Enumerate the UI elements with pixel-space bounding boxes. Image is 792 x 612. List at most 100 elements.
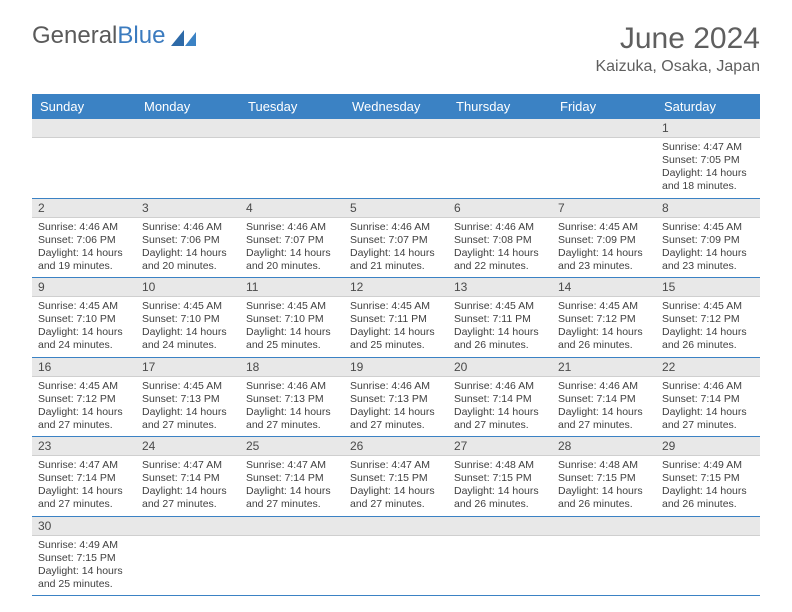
sunrise-text: Sunrise: 4:46 AM — [38, 221, 130, 234]
sunrise-text: Sunrise: 4:46 AM — [558, 380, 650, 393]
day-cell — [344, 138, 448, 198]
sunrise-text: Sunrise: 4:45 AM — [142, 300, 234, 313]
daylight-text: Daylight: 14 hours and 27 minutes. — [38, 485, 130, 511]
day-number — [32, 119, 136, 137]
daylight-text: Daylight: 14 hours and 22 minutes. — [454, 247, 546, 273]
day-info: Sunrise: 4:45 AMSunset: 7:12 PMDaylight:… — [662, 300, 754, 353]
day-cell: Sunrise: 4:45 AMSunset: 7:10 PMDaylight:… — [32, 297, 136, 357]
day-cell — [240, 536, 344, 596]
daylight-text: Daylight: 14 hours and 24 minutes. — [142, 326, 234, 352]
sunrise-text: Sunrise: 4:45 AM — [38, 300, 130, 313]
day-info: Sunrise: 4:45 AMSunset: 7:13 PMDaylight:… — [142, 380, 234, 433]
month-title: June 2024 — [595, 22, 760, 56]
day-cell — [656, 536, 760, 596]
day-info: Sunrise: 4:45 AMSunset: 7:12 PMDaylight:… — [38, 380, 130, 433]
day-cell — [448, 138, 552, 198]
day-cell: Sunrise: 4:45 AMSunset: 7:12 PMDaylight:… — [552, 297, 656, 357]
day-number — [448, 517, 552, 535]
day-number: 19 — [344, 358, 448, 376]
day-info: Sunrise: 4:46 AMSunset: 7:14 PMDaylight:… — [558, 380, 650, 433]
sunset-text: Sunset: 7:14 PM — [38, 472, 130, 485]
sunrise-text: Sunrise: 4:46 AM — [350, 221, 442, 234]
day-number: 2 — [32, 199, 136, 217]
daylight-text: Daylight: 14 hours and 18 minutes. — [662, 167, 754, 193]
sunrise-text: Sunrise: 4:45 AM — [454, 300, 546, 313]
day-header: Friday — [552, 94, 656, 119]
brand-logo: GeneralBlue — [32, 22, 197, 50]
daylight-text: Daylight: 14 hours and 27 minutes. — [454, 406, 546, 432]
day-info: Sunrise: 4:46 AMSunset: 7:07 PMDaylight:… — [350, 221, 442, 274]
sunset-text: Sunset: 7:12 PM — [38, 393, 130, 406]
day-info: Sunrise: 4:48 AMSunset: 7:15 PMDaylight:… — [558, 459, 650, 512]
sunset-text: Sunset: 7:14 PM — [558, 393, 650, 406]
day-cell: Sunrise: 4:46 AMSunset: 7:06 PMDaylight:… — [136, 218, 240, 278]
day-number: 12 — [344, 278, 448, 296]
day-cell: Sunrise: 4:45 AMSunset: 7:10 PMDaylight:… — [136, 297, 240, 357]
day-info: Sunrise: 4:45 AMSunset: 7:10 PMDaylight:… — [142, 300, 234, 353]
sunset-text: Sunset: 7:15 PM — [662, 472, 754, 485]
sunset-text: Sunset: 7:14 PM — [662, 393, 754, 406]
day-header: Thursday — [448, 94, 552, 119]
daylight-text: Daylight: 14 hours and 25 minutes. — [38, 565, 130, 591]
day-number: 1 — [656, 119, 760, 137]
sunrise-text: Sunrise: 4:47 AM — [142, 459, 234, 472]
sunrise-text: Sunrise: 4:45 AM — [142, 380, 234, 393]
day-info: Sunrise: 4:46 AMSunset: 7:14 PMDaylight:… — [662, 380, 754, 433]
sunrise-text: Sunrise: 4:46 AM — [246, 380, 338, 393]
weeks-container: 1Sunrise: 4:47 AMSunset: 7:05 PMDaylight… — [32, 119, 760, 596]
day-number: 13 — [448, 278, 552, 296]
daylight-text: Daylight: 14 hours and 26 minutes. — [662, 485, 754, 511]
daylight-text: Daylight: 14 hours and 25 minutes. — [350, 326, 442, 352]
sail-icon — [171, 27, 197, 45]
sunrise-text: Sunrise: 4:45 AM — [558, 221, 650, 234]
daylight-text: Daylight: 14 hours and 26 minutes. — [454, 326, 546, 352]
day-cell: Sunrise: 4:48 AMSunset: 7:15 PMDaylight:… — [448, 456, 552, 516]
day-number: 5 — [344, 199, 448, 217]
day-number: 6 — [448, 199, 552, 217]
day-number: 15 — [656, 278, 760, 296]
brand-word2: Blue — [117, 22, 165, 50]
day-info: Sunrise: 4:45 AMSunset: 7:10 PMDaylight:… — [246, 300, 338, 353]
day-cell: Sunrise: 4:46 AMSunset: 7:14 PMDaylight:… — [656, 377, 760, 437]
day-number: 27 — [448, 437, 552, 455]
day-cell: Sunrise: 4:45 AMSunset: 7:09 PMDaylight:… — [552, 218, 656, 278]
day-info: Sunrise: 4:45 AMSunset: 7:10 PMDaylight:… — [38, 300, 130, 353]
sunrise-text: Sunrise: 4:47 AM — [38, 459, 130, 472]
daylight-text: Daylight: 14 hours and 19 minutes. — [38, 247, 130, 273]
week-row: Sunrise: 4:47 AMSunset: 7:05 PMDaylight:… — [32, 138, 760, 199]
sunset-text: Sunset: 7:14 PM — [142, 472, 234, 485]
daylight-text: Daylight: 14 hours and 25 minutes. — [246, 326, 338, 352]
day-number: 16 — [32, 358, 136, 376]
header: GeneralBlue June 2024 Kaizuka, Osaka, Ja… — [0, 0, 792, 84]
sunset-text: Sunset: 7:09 PM — [662, 234, 754, 247]
day-number — [240, 119, 344, 137]
day-header-row: Sunday Monday Tuesday Wednesday Thursday… — [32, 94, 760, 119]
day-info: Sunrise: 4:45 AMSunset: 7:11 PMDaylight:… — [350, 300, 442, 353]
day-number: 20 — [448, 358, 552, 376]
sunset-text: Sunset: 7:10 PM — [38, 313, 130, 326]
day-cell: Sunrise: 4:49 AMSunset: 7:15 PMDaylight:… — [656, 456, 760, 516]
daynum-row: 2345678 — [32, 199, 760, 218]
day-info: Sunrise: 4:45 AMSunset: 7:11 PMDaylight:… — [454, 300, 546, 353]
sunset-text: Sunset: 7:07 PM — [246, 234, 338, 247]
day-info: Sunrise: 4:46 AMSunset: 7:13 PMDaylight:… — [246, 380, 338, 433]
sunset-text: Sunset: 7:13 PM — [246, 393, 338, 406]
sunset-text: Sunset: 7:11 PM — [350, 313, 442, 326]
daylight-text: Daylight: 14 hours and 27 minutes. — [662, 406, 754, 432]
day-number — [448, 119, 552, 137]
daylight-text: Daylight: 14 hours and 26 minutes. — [454, 485, 546, 511]
day-cell: Sunrise: 4:47 AMSunset: 7:14 PMDaylight:… — [136, 456, 240, 516]
sunrise-text: Sunrise: 4:48 AM — [558, 459, 650, 472]
day-cell: Sunrise: 4:45 AMSunset: 7:12 PMDaylight:… — [32, 377, 136, 437]
sunrise-text: Sunrise: 4:46 AM — [454, 380, 546, 393]
day-info: Sunrise: 4:47 AMSunset: 7:14 PMDaylight:… — [38, 459, 130, 512]
day-info: Sunrise: 4:47 AMSunset: 7:14 PMDaylight:… — [142, 459, 234, 512]
sunrise-text: Sunrise: 4:45 AM — [662, 300, 754, 313]
daynum-row: 23242526272829 — [32, 437, 760, 456]
sunset-text: Sunset: 7:15 PM — [38, 552, 130, 565]
day-cell: Sunrise: 4:45 AMSunset: 7:09 PMDaylight:… — [656, 218, 760, 278]
title-block: June 2024 Kaizuka, Osaka, Japan — [595, 22, 760, 76]
day-cell: Sunrise: 4:45 AMSunset: 7:12 PMDaylight:… — [656, 297, 760, 357]
sunset-text: Sunset: 7:06 PM — [38, 234, 130, 247]
day-number: 21 — [552, 358, 656, 376]
